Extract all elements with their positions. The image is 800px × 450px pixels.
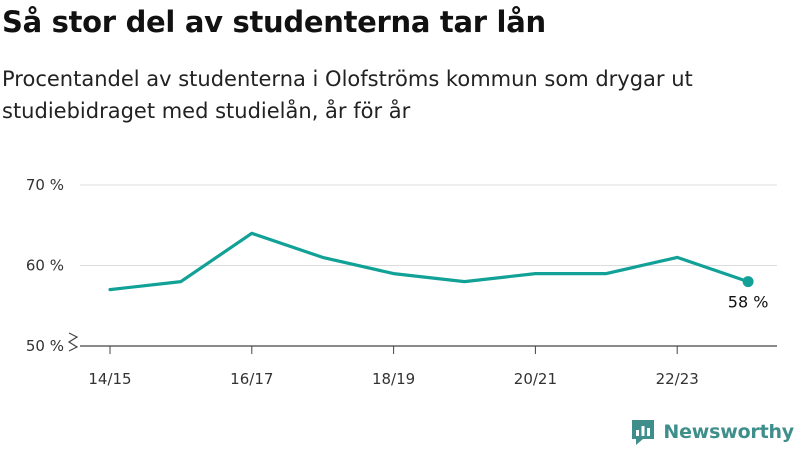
newsworthy-logo-icon <box>632 420 655 445</box>
x-tick-label: 22/23 <box>656 370 699 388</box>
brand-name: Newsworthy <box>663 421 794 443</box>
x-tick-label: 20/21 <box>514 370 557 388</box>
last-value-label: 58 % <box>728 293 769 312</box>
y-tick-label: 70 % <box>26 176 64 194</box>
newsworthy-brand[interactable]: Newsworthy <box>630 418 794 446</box>
x-tick-label: 18/19 <box>372 370 415 388</box>
chart-subtitle: Procentandel av studenterna i Olofströms… <box>2 67 693 123</box>
series-layer <box>108 231 754 292</box>
x-tick-label: 14/15 <box>88 370 131 388</box>
axis-break-icon <box>67 332 79 352</box>
labels-layer: 50 % 60 % 70 % 14/15 16/17 18/19 20/21 22/23 58 … <box>26 176 769 388</box>
series-line <box>108 231 750 292</box>
gridlines <box>80 184 777 266</box>
y-tick-label: 60 % <box>26 257 64 275</box>
y-tick-label: 50 % <box>26 337 64 355</box>
last-point-marker <box>742 276 754 288</box>
chart-title: Så stor del av studenterna tar lån <box>2 5 546 39</box>
x-tick-label: 16/17 <box>230 370 273 388</box>
x-axis <box>67 332 777 354</box>
